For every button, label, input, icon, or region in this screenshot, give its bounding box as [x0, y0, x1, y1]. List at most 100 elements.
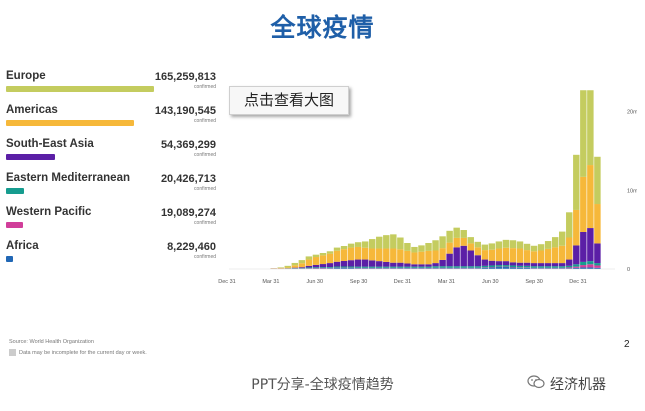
bar-segment-americas: [502, 247, 510, 262]
region-name: Europe: [6, 70, 46, 82]
bar-segment-south-east-asia: [488, 260, 496, 266]
bar-segment-americas: [474, 247, 481, 256]
bar-segment-south-east-asia: [383, 261, 390, 267]
bar-segment-americas: [446, 242, 453, 254]
bar-segment-europe: [460, 230, 467, 238]
bar-segment-south-east-asia: [544, 263, 552, 267]
brand-name: 经济机器: [550, 377, 606, 393]
bar-segment-americas: [439, 248, 446, 260]
page-number: 2: [624, 339, 630, 350]
bar-segment-eastern-mediterranean: [573, 264, 580, 267]
bar-segment-eastern-mediterranean: [411, 266, 418, 268]
bar-segment-africa: [376, 268, 383, 269]
bar-segment-americas: [495, 248, 503, 262]
bar-segment-south-east-asia: [530, 263, 538, 267]
bar-segment-europe: [474, 241, 481, 248]
bar-segment-africa: [460, 268, 467, 269]
bar-segment-south-east-asia: [446, 253, 453, 267]
bar-segment-europe: [530, 245, 538, 252]
region-bar: [6, 154, 55, 160]
bar-segment-south-east-asia: [495, 261, 503, 266]
bar-segment-americas: [544, 248, 552, 264]
bar-segment-europe: [369, 239, 376, 249]
region-confirmed-label: confirmed: [194, 220, 216, 226]
bar-segment-south-east-asia: [537, 263, 545, 267]
bar-segment-europe: [319, 253, 327, 256]
bar-segment-americas: [537, 250, 545, 264]
bar-segment-americas: [432, 250, 439, 264]
incomplete-swatch: [9, 349, 16, 356]
bar-segment-africa: [495, 267, 503, 269]
bar-segment-eastern-mediterranean: [354, 266, 362, 268]
bar-segment-africa: [446, 268, 453, 269]
bar-segment-eastern-mediterranean: [566, 265, 573, 268]
x-tick-label: Dec 31: [218, 279, 235, 285]
bar-segment-americas: [594, 204, 601, 244]
bar-segment-europe: [326, 251, 334, 254]
bar-segment-europe: [495, 241, 503, 249]
bar-segment-americas: [460, 237, 467, 246]
bar-segment-eastern-mediterranean: [312, 267, 320, 269]
y-tick-label: 20m: [627, 110, 637, 116]
bar-segment-south-east-asia: [502, 261, 510, 266]
bar-segment-americas: [354, 246, 362, 260]
bar-segment-europe: [411, 246, 418, 253]
bar-segment-americas: [284, 267, 291, 269]
bar-segment-africa: [319, 268, 327, 269]
bar-segment-eastern-mediterranean: [439, 266, 446, 268]
bar-segment-americas: [397, 249, 404, 263]
bar-segment-eastern-mediterranean: [369, 266, 376, 268]
bar-segment-south-east-asia: [509, 262, 517, 266]
bar-segment-south-east-asia: [298, 267, 306, 268]
bar-segment-africa: [333, 268, 341, 270]
region-value: 54,369,299: [160, 139, 216, 151]
bar-segment-africa: [354, 268, 362, 269]
incomplete-note: Data may be incomplete for the current d…: [9, 349, 147, 356]
bar-segment-americas: [340, 249, 348, 261]
bar-segment-africa: [509, 267, 517, 269]
bar-segment-americas: [411, 252, 418, 265]
view-large-image-button[interactable]: 点击查看大图: [229, 86, 349, 115]
region-bar: [6, 188, 24, 194]
region-row: Western Pacific 19,089,274 confirmed: [6, 206, 216, 236]
bar-segment-south-east-asia: [376, 261, 383, 267]
bar-segment-eastern-mediterranean: [383, 266, 390, 268]
bar-segment-africa: [537, 268, 545, 269]
bar-segment-americas: [488, 249, 496, 261]
bar-segment-south-east-asia: [305, 265, 313, 268]
bar-segment-africa: [488, 267, 496, 269]
bar-segment-africa: [397, 268, 404, 269]
bar-segment-europe: [361, 241, 369, 248]
bar-segment-eastern-mediterranean: [390, 266, 397, 268]
bar-segment-africa: [516, 267, 524, 269]
bar-segment-europe: [523, 243, 531, 251]
region-row: Eastern Mediterranean 20,426,713 confirmed: [6, 172, 216, 202]
source-note: Source: World Health Organization: [9, 339, 94, 345]
bar-segment-africa: [383, 268, 390, 269]
bar-segment-western-pacific: [573, 266, 580, 268]
bar-segment-eastern-mediterranean: [488, 265, 496, 268]
bar-segment-europe: [333, 247, 341, 251]
bar-segment-europe: [277, 267, 284, 269]
region-confirmed-label: confirmed: [194, 84, 216, 90]
bar-segment-south-east-asia: [397, 262, 404, 267]
x-tick-label: Jun 30: [307, 279, 324, 285]
bar-segment-americas: [369, 248, 376, 261]
bar-segment-eastern-mediterranean: [594, 263, 601, 266]
bar-segment-south-east-asia: [347, 260, 355, 267]
bar-segment-eastern-mediterranean: [495, 265, 503, 267]
bar-segment-europe: [376, 236, 383, 249]
bar-segment-south-east-asia: [425, 264, 432, 267]
wechat-icon: [527, 375, 545, 389]
bar-segment-eastern-mediterranean: [305, 267, 313, 269]
bar-segment-africa: [326, 268, 334, 269]
region-confirmed-label: confirmed: [194, 152, 216, 158]
region-name: South-East Asia: [6, 138, 94, 150]
bar-segment-europe: [453, 227, 460, 238]
bar-segment-europe: [439, 236, 446, 249]
bar-segment-europe: [291, 262, 299, 266]
bar-segment-south-east-asia: [369, 260, 376, 267]
bar-segment-eastern-mediterranean: [530, 266, 538, 268]
bar-segment-south-east-asia: [439, 259, 446, 267]
bar-segment-eastern-mediterranean: [502, 265, 510, 267]
